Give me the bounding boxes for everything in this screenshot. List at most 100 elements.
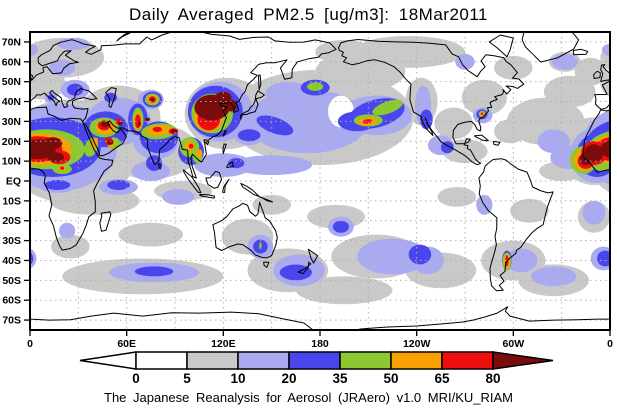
colorbar-tick-label: 80 xyxy=(485,371,500,386)
coastline-path xyxy=(488,34,514,58)
pm25-region xyxy=(597,250,610,267)
coastline-path xyxy=(582,109,610,173)
coastline-path xyxy=(478,158,554,292)
colorbar-segment xyxy=(390,351,443,370)
colorbar-tick-label: 0 xyxy=(132,371,140,386)
pm25-region xyxy=(134,266,174,277)
pm25-region xyxy=(44,180,71,190)
lon-tick-label: 120E xyxy=(211,338,236,350)
axis-labels: 70N 60N 50N 40N 30N 20N 10N EQ 10S 20S 30S 40S 50S 60… xyxy=(2,36,613,350)
coastline-path xyxy=(199,194,215,199)
coastline-path xyxy=(297,261,312,275)
coastline-path xyxy=(240,182,273,203)
colorbar-segment xyxy=(288,351,341,370)
pm25-region xyxy=(231,155,312,175)
colorbar-below-arrow xyxy=(79,351,137,370)
colorbar-tick-label: 65 xyxy=(434,371,450,386)
colorbar-tick-label: 5 xyxy=(183,371,191,386)
pm25-region xyxy=(372,99,403,116)
coastline-path xyxy=(222,178,230,193)
map-area: 70N 60N 50N 40N 30N 20N 10N EQ 10S 20S 30S 40S 50S 60… xyxy=(0,31,613,350)
axis-ticks xyxy=(24,41,611,336)
pm25-region xyxy=(543,75,596,108)
pm25-region xyxy=(601,43,610,56)
coastline-path xyxy=(263,261,270,268)
lat-tick-label: 50N xyxy=(2,76,21,88)
coastline-path xyxy=(222,143,227,155)
pm25-region xyxy=(47,152,64,163)
coastline-path xyxy=(105,87,117,108)
lat-tick-label: 10S xyxy=(2,195,21,207)
lat-tick-label: 30N xyxy=(2,116,21,128)
pm25-region xyxy=(582,200,606,225)
coastline-path xyxy=(99,211,112,232)
pm25-region xyxy=(357,238,428,275)
coastline-path xyxy=(473,134,489,142)
pm25-region xyxy=(196,149,203,158)
pm25-region xyxy=(107,180,130,190)
coastline-path xyxy=(183,169,202,194)
coastline-path xyxy=(158,163,162,170)
lat-tick-label: 50S xyxy=(2,275,21,287)
pm25-region xyxy=(494,119,527,144)
coastline-path xyxy=(205,170,223,189)
pm25-region xyxy=(150,97,155,102)
coastline-path xyxy=(609,318,610,320)
coastline-path xyxy=(116,32,131,42)
pm25-region xyxy=(30,67,66,100)
pm25-region xyxy=(480,112,484,115)
pm25-region xyxy=(117,121,123,126)
lat-tick-label: EQ xyxy=(6,176,21,188)
pm25-region xyxy=(442,139,488,164)
map-clip-group xyxy=(0,32,610,330)
lon-tick-label: 60E xyxy=(117,338,136,350)
lat-tick-label: 10N xyxy=(2,156,21,168)
coastline-path xyxy=(521,32,580,63)
lon-tick-label: 180 xyxy=(311,338,329,350)
pm25-region xyxy=(461,79,507,116)
colorbar-segment xyxy=(441,351,494,370)
pm25-region xyxy=(188,143,194,149)
pm25-region xyxy=(171,129,178,134)
coastline-path xyxy=(204,141,210,146)
coastline-path xyxy=(0,49,8,55)
coastlines xyxy=(0,32,610,330)
pm25-region xyxy=(362,119,373,124)
lat-tick-label: 70S xyxy=(2,315,21,327)
pm25-region xyxy=(145,117,150,121)
coastline-path xyxy=(307,248,319,264)
pm25-region xyxy=(118,222,183,247)
pm25-region xyxy=(100,121,109,128)
pm25-region xyxy=(60,166,65,170)
graticule xyxy=(30,32,610,330)
pm25-region xyxy=(434,107,474,140)
coastline-path xyxy=(240,90,265,120)
pm25-region xyxy=(256,115,294,136)
coastline-path xyxy=(572,48,589,56)
pm25-region xyxy=(437,187,477,207)
colorbar-tick-label: 35 xyxy=(332,371,348,386)
lat-tick-label: 30S xyxy=(2,235,21,247)
colorbar-tick-label: 20 xyxy=(281,371,296,386)
pm25-region xyxy=(332,220,349,233)
coastline-path xyxy=(226,161,234,168)
colorbar-segment xyxy=(186,351,239,370)
coastline-path xyxy=(600,64,610,82)
lon-tick-label: 0 xyxy=(607,338,613,350)
colorbar-above-arrow xyxy=(492,351,554,370)
colorbar-tick-label: 10 xyxy=(230,371,245,386)
pm25-region xyxy=(408,244,432,265)
pm25-region xyxy=(42,137,63,150)
lat-tick-label: 60N xyxy=(2,56,21,68)
pm25-region xyxy=(228,158,245,169)
colorbar-segment xyxy=(339,351,392,370)
pm25-region xyxy=(152,126,163,132)
pm25-region xyxy=(531,266,577,287)
coastline-path xyxy=(30,106,114,251)
coastline-path xyxy=(593,70,601,79)
lat-tick-label: 40N xyxy=(2,96,21,108)
lat-tick-label: 20N xyxy=(2,136,21,148)
lon-tick-label: 120W xyxy=(403,338,431,350)
